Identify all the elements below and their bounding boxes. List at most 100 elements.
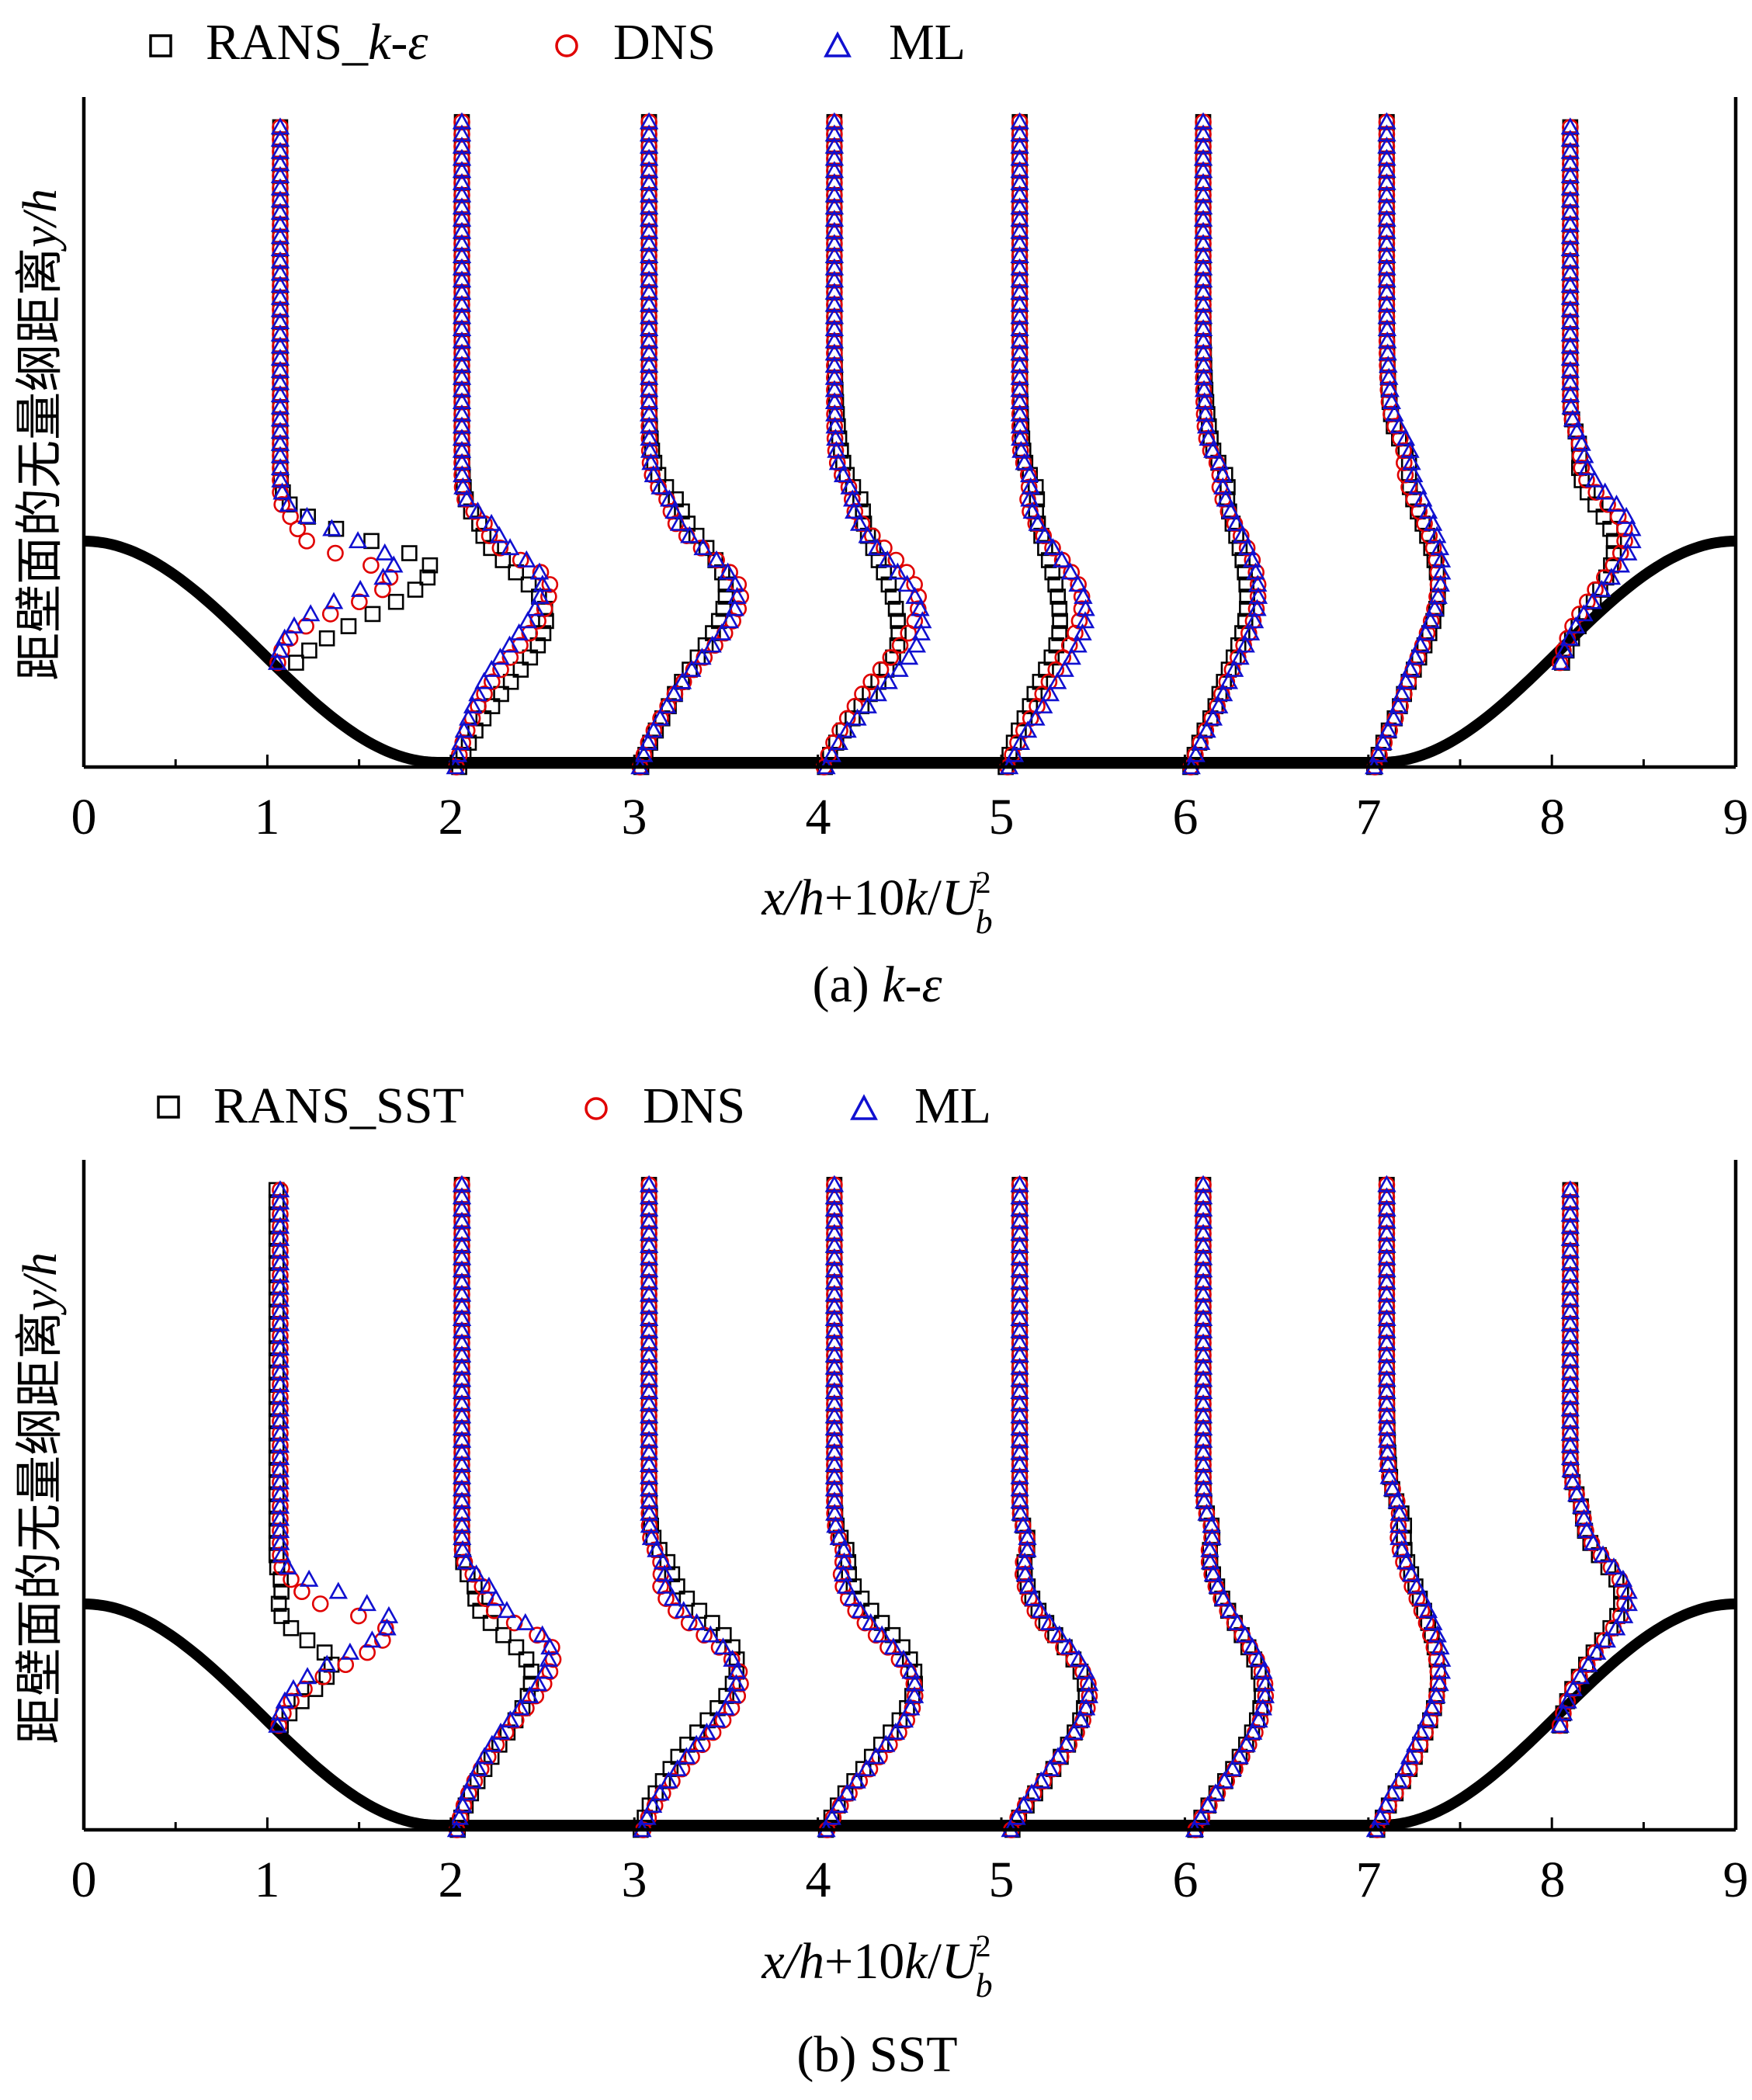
point-a-triangle-6-53 <box>1193 112 1213 130</box>
point-a-triangle-1-13 <box>279 495 298 512</box>
point-a-square-2-10 <box>529 637 546 654</box>
point-b-triangle-1-3 <box>283 1678 304 1696</box>
x-tick-label-b-0: 0 <box>71 1852 97 1908</box>
point-a-triangle-2-5 <box>463 696 483 713</box>
point-a-triangle-7-47 <box>1377 185 1396 203</box>
point-a-circle-8-13 <box>1599 496 1616 513</box>
point-b-triangle-6-11 <box>1255 1685 1275 1703</box>
point-b-triangle-6-32 <box>1193 1430 1213 1448</box>
point-a-triangle-2-10 <box>500 635 519 653</box>
point-b-circle-3-5 <box>673 1760 691 1778</box>
point-b-triangle-7-36 <box>1377 1382 1396 1399</box>
point-b-circle-4-22 <box>834 1553 852 1571</box>
point-b-triangle-5-31 <box>1010 1442 1029 1460</box>
point-a-triangle-4-44 <box>824 221 845 239</box>
point-b-triangle-3-20 <box>656 1576 675 1594</box>
point-b-triangle-2-11 <box>520 1685 539 1703</box>
point-b-triangle-5-18 <box>1031 1601 1051 1619</box>
point-a-triangle-3-48 <box>639 172 659 190</box>
point-b-triangle-7-51 <box>1377 1199 1396 1217</box>
point-a-triangle-3-14 <box>727 586 747 604</box>
point-a-triangle-4-41 <box>824 258 845 276</box>
x-tick-label-b-3: 3 <box>622 1852 647 1908</box>
point-a-triangle-6-48 <box>1193 172 1213 190</box>
point-b-triangle-3-12 <box>727 1674 746 1692</box>
point-b-triangle-8-24 <box>1560 1423 1580 1441</box>
point-b-triangle-2-34 <box>452 1406 472 1424</box>
point-b-triangle-2-47 <box>452 1248 472 1265</box>
point-a-triangle-2-17 <box>517 550 536 568</box>
point-b-circle-1-10 <box>311 1595 329 1612</box>
point-b-triangle-2-33 <box>452 1418 472 1436</box>
point-b-triangle-8-0 <box>1550 1715 1570 1733</box>
point-b-triangle-7-48 <box>1377 1235 1396 1253</box>
point-a-triangle-4-13 <box>911 599 930 616</box>
point-a-circle-1-7 <box>381 569 399 586</box>
point-b-triangle-3-8 <box>697 1722 716 1740</box>
point-a-triangle-3-10 <box>703 635 722 653</box>
point-a-triangle-7-26 <box>1400 440 1420 458</box>
point-b-triangle-1-37 <box>270 1265 290 1283</box>
point-a-triangle-5-27 <box>1011 429 1030 446</box>
point-b-triangle-2-32 <box>452 1430 472 1448</box>
point-a-triangle-4-34 <box>824 343 845 361</box>
point-b-triangle-7-43 <box>1377 1296 1396 1314</box>
point-a-triangle-4-53 <box>824 112 845 130</box>
point-b-triangle-1-36 <box>270 1277 290 1295</box>
point-a-triangle-5-15 <box>1068 574 1088 592</box>
point-a-triangle-1-21 <box>270 397 290 415</box>
point-b-triangle-4-46 <box>824 1260 845 1278</box>
point-b-triangle-7-28 <box>1383 1479 1403 1497</box>
point-b-triangle-4-19 <box>842 1588 862 1606</box>
point-a-triangle-3-43 <box>639 234 659 252</box>
point-a-triangle-2-44 <box>452 221 472 239</box>
point-b-triangle-2-7 <box>482 1734 502 1752</box>
point-b-triangle-2-9 <box>501 1710 520 1728</box>
point-b-triangle-3-46 <box>639 1260 659 1278</box>
point-a-triangle-6-47 <box>1193 185 1213 203</box>
point-b-triangle-6-28 <box>1194 1479 1213 1497</box>
point-a-circle-8-5 <box>1578 593 1596 611</box>
legend-b-ml-label: ML <box>914 1078 991 1134</box>
point-a-triangle-3-29 <box>639 404 659 422</box>
point-b-triangle-5-51 <box>1010 1199 1029 1217</box>
point-b-circle-2-10 <box>518 1699 535 1717</box>
point-a-triangle-7-4 <box>1384 708 1403 726</box>
point-b-circle-3-18 <box>668 1602 685 1619</box>
point-a-triangle-5-34 <box>1010 343 1029 361</box>
axes-b <box>82 1160 1738 1832</box>
point-b-circle-4-18 <box>847 1602 864 1619</box>
point-b-triangle-8-16 <box>1577 1521 1597 1539</box>
point-a-triangle-2-31 <box>452 380 472 397</box>
point-a-square-8-9 <box>1605 545 1622 561</box>
point-a-triangle-2-8 <box>482 659 501 677</box>
point-a-triangle-3-30 <box>639 392 659 410</box>
point-b-triangle-7-5 <box>1395 1758 1414 1776</box>
point-b-triangle-5-49 <box>1010 1224 1029 1241</box>
point-b-circle-2-7 <box>487 1736 505 1754</box>
point-a-square-1-4 <box>364 606 381 623</box>
point-a-triangle-8-9 <box>1618 543 1638 561</box>
point-b-triangle-2-46 <box>452 1260 472 1278</box>
point-b-circle-7-14 <box>1428 1650 1445 1668</box>
point-a-triangle-7-53 <box>1377 112 1396 130</box>
point-a-triangle-4-19 <box>858 526 877 543</box>
point-a-circle-1-2 <box>281 630 299 647</box>
point-a-triangle-2-36 <box>452 319 472 336</box>
point-b-triangle-7-46 <box>1377 1260 1396 1278</box>
point-a-triangle-1-19 <box>270 422 290 439</box>
point-a-triangle-2-15 <box>533 574 553 592</box>
point-b-triangle-4-26 <box>825 1503 845 1521</box>
point-b-triangle-3-36 <box>639 1382 659 1399</box>
point-a-triangle-2-50 <box>452 148 472 166</box>
point-a-triangle-7-34 <box>1378 343 1397 361</box>
point-b-triangle-7-44 <box>1377 1284 1396 1302</box>
point-b-triangle-1-27 <box>270 1387 290 1404</box>
point-b-triangle-4-6 <box>866 1747 886 1765</box>
point-a-triangle-7-41 <box>1377 258 1396 276</box>
point-a-triangle-7-15 <box>1431 574 1450 592</box>
point-a-triangle-7-30 <box>1382 392 1401 410</box>
point-a-triangle-7-29 <box>1385 404 1404 422</box>
point-a-triangle-8-10 <box>1622 531 1642 549</box>
